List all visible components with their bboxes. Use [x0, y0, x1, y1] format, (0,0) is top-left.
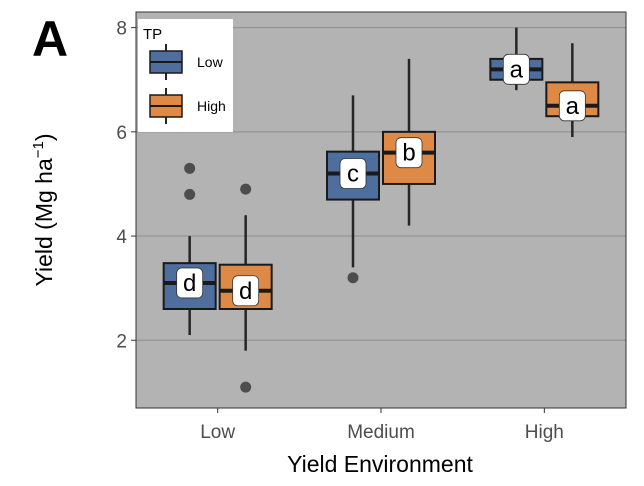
legend-label-low: Low	[197, 54, 224, 70]
y-axis-title-close: )	[31, 133, 57, 141]
significance-label-box	[176, 267, 204, 299]
significance-label-d: d	[176, 267, 204, 299]
significance-label-box	[558, 90, 586, 122]
outlier-point	[347, 272, 359, 284]
outlier-point	[184, 162, 196, 174]
x-tick-label: Low	[200, 422, 235, 443]
significance-label-d: d	[232, 275, 260, 307]
x-axis-title: Yield Environment	[287, 451, 473, 477]
significance-letter: a	[510, 56, 524, 83]
significance-label-box	[395, 137, 423, 169]
x-tick-label: Medium	[347, 422, 415, 443]
legend-title: TP	[143, 26, 162, 43]
legend: TP Low High	[138, 19, 233, 132]
y-axis-title-exponent: −1	[30, 141, 47, 158]
significance-label-box	[232, 275, 260, 307]
y-tick-label: 4	[116, 227, 127, 248]
significance-label-a: a	[558, 90, 586, 122]
significance-letter: c	[347, 161, 359, 188]
x-tick-label: High	[525, 422, 564, 443]
y-axis-title: Yield (Mg ha−1)	[30, 133, 57, 286]
significance-label-c: c	[339, 158, 367, 189]
outlier-point	[240, 183, 252, 195]
panel-letter: A	[32, 11, 68, 67]
y-tick-label: 8	[116, 19, 127, 40]
significance-letter: b	[402, 140, 415, 167]
outlier-point	[240, 381, 252, 393]
y-axis-title-main: Yield (Mg ha	[31, 158, 57, 286]
significance-letter: a	[566, 93, 580, 120]
significance-label-box	[339, 158, 367, 189]
box-layer: d c a d b a	[162, 27, 600, 393]
legend-label-high: High	[197, 98, 226, 114]
significance-label-a: a	[502, 53, 530, 85]
outlier-point	[184, 188, 196, 200]
significance-label-b: b	[395, 137, 423, 169]
significance-label-box	[502, 53, 530, 85]
y-tick-label: 2	[116, 331, 127, 352]
y-tick-label: 6	[116, 123, 127, 144]
significance-letter: d	[183, 270, 196, 297]
significance-letter: d	[239, 278, 252, 305]
axes: 2 4 6 8 Low Medium High	[116, 11, 627, 443]
